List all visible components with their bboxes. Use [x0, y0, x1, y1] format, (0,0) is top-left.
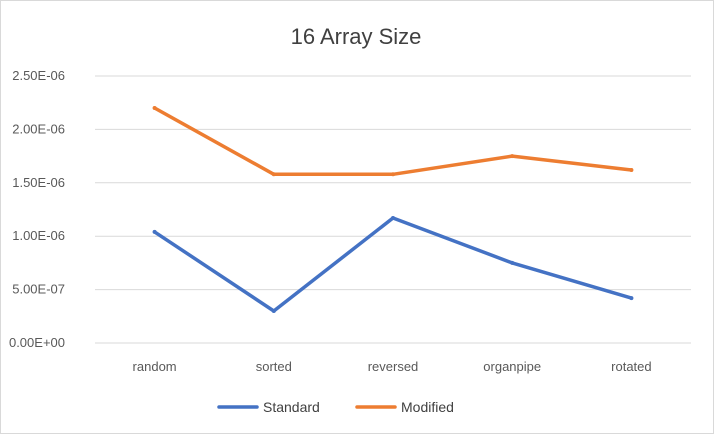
- data-point: [152, 229, 157, 234]
- series-lines: [152, 106, 634, 313]
- x-tick-label: organpipe: [483, 359, 541, 374]
- data-point: [152, 106, 157, 111]
- x-tick-label: rotated: [611, 359, 651, 374]
- data-point: [510, 154, 515, 159]
- y-tick-label: 0.00E+00: [9, 335, 65, 350]
- y-axis-tick-labels: 0.00E+00 5.00E-07 1.00E-06 1.50E-06 2.00E-06…: [9, 68, 65, 350]
- chart-title: 16 Array Size: [291, 24, 422, 49]
- series-standard: [152, 216, 634, 313]
- series-line: [152, 216, 634, 313]
- legend-item: Modified: [355, 399, 454, 415]
- data-point: [391, 172, 395, 177]
- data-point: [271, 308, 276, 313]
- data-point: [391, 216, 395, 221]
- data-point: [510, 260, 515, 265]
- data-point: [271, 172, 276, 177]
- series-line: [152, 106, 634, 177]
- x-tick-label: sorted: [256, 359, 292, 374]
- legend-label: Standard: [263, 399, 320, 415]
- y-tick-label: 2.50E-06: [12, 68, 65, 83]
- data-point: [629, 167, 634, 172]
- series-modified: [152, 106, 634, 177]
- y-tick-label: 1.00E-06: [12, 228, 65, 243]
- x-tick-label: random: [133, 359, 177, 374]
- x-tick-label: reversed: [368, 359, 419, 374]
- x-axis-tick-labels: random sorted reversed organpipe rotated: [133, 359, 652, 374]
- legend-item: Standard: [217, 399, 320, 415]
- legend-label: Modified: [401, 399, 454, 415]
- data-point: [629, 296, 634, 301]
- y-tick-label: 5.00E-07: [12, 282, 65, 297]
- y-tick-label: 2.00E-06: [12, 121, 65, 136]
- y-tick-label: 1.50E-06: [12, 175, 65, 190]
- legend: Standard Modified: [217, 399, 454, 415]
- gridlines: [95, 75, 691, 344]
